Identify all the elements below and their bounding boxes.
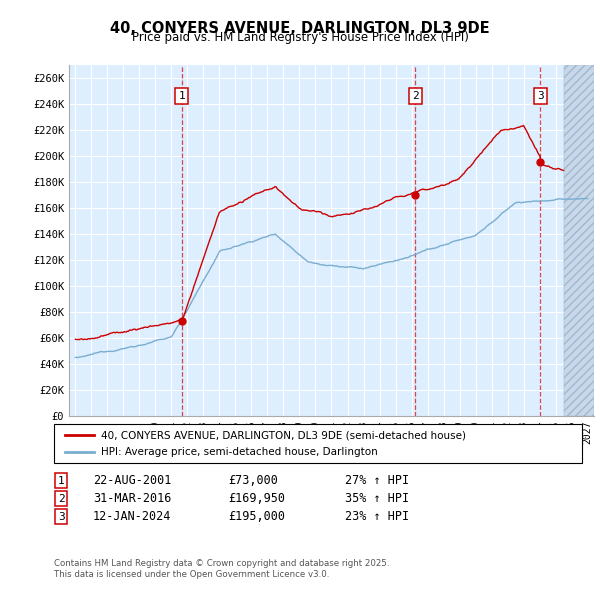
Text: 23% ↑ HPI: 23% ↑ HPI <box>345 510 409 523</box>
Text: £169,950: £169,950 <box>228 492 285 505</box>
Text: 1: 1 <box>58 476 65 486</box>
Text: 12-JAN-2024: 12-JAN-2024 <box>93 510 172 523</box>
Text: £73,000: £73,000 <box>228 474 278 487</box>
Text: Contains HM Land Registry data © Crown copyright and database right 2025.
This d: Contains HM Land Registry data © Crown c… <box>54 559 389 579</box>
Text: 2: 2 <box>412 91 419 101</box>
Text: 3: 3 <box>537 91 544 101</box>
Bar <box>563 65 594 416</box>
Bar <box>563 65 594 416</box>
Text: 31-MAR-2016: 31-MAR-2016 <box>93 492 172 505</box>
Text: 22-AUG-2001: 22-AUG-2001 <box>93 474 172 487</box>
Text: HPI: Average price, semi-detached house, Darlington: HPI: Average price, semi-detached house,… <box>101 447 377 457</box>
Text: 40, CONYERS AVENUE, DARLINGTON, DL3 9DE (semi-detached house): 40, CONYERS AVENUE, DARLINGTON, DL3 9DE … <box>101 431 466 441</box>
Text: 40, CONYERS AVENUE, DARLINGTON, DL3 9DE: 40, CONYERS AVENUE, DARLINGTON, DL3 9DE <box>110 21 490 35</box>
Text: 27% ↑ HPI: 27% ↑ HPI <box>345 474 409 487</box>
Text: 1: 1 <box>178 91 185 101</box>
Text: 3: 3 <box>58 512 65 522</box>
Text: Price paid vs. HM Land Registry's House Price Index (HPI): Price paid vs. HM Land Registry's House … <box>131 31 469 44</box>
Text: £195,000: £195,000 <box>228 510 285 523</box>
Text: 2: 2 <box>58 494 65 503</box>
Text: 35% ↑ HPI: 35% ↑ HPI <box>345 492 409 505</box>
